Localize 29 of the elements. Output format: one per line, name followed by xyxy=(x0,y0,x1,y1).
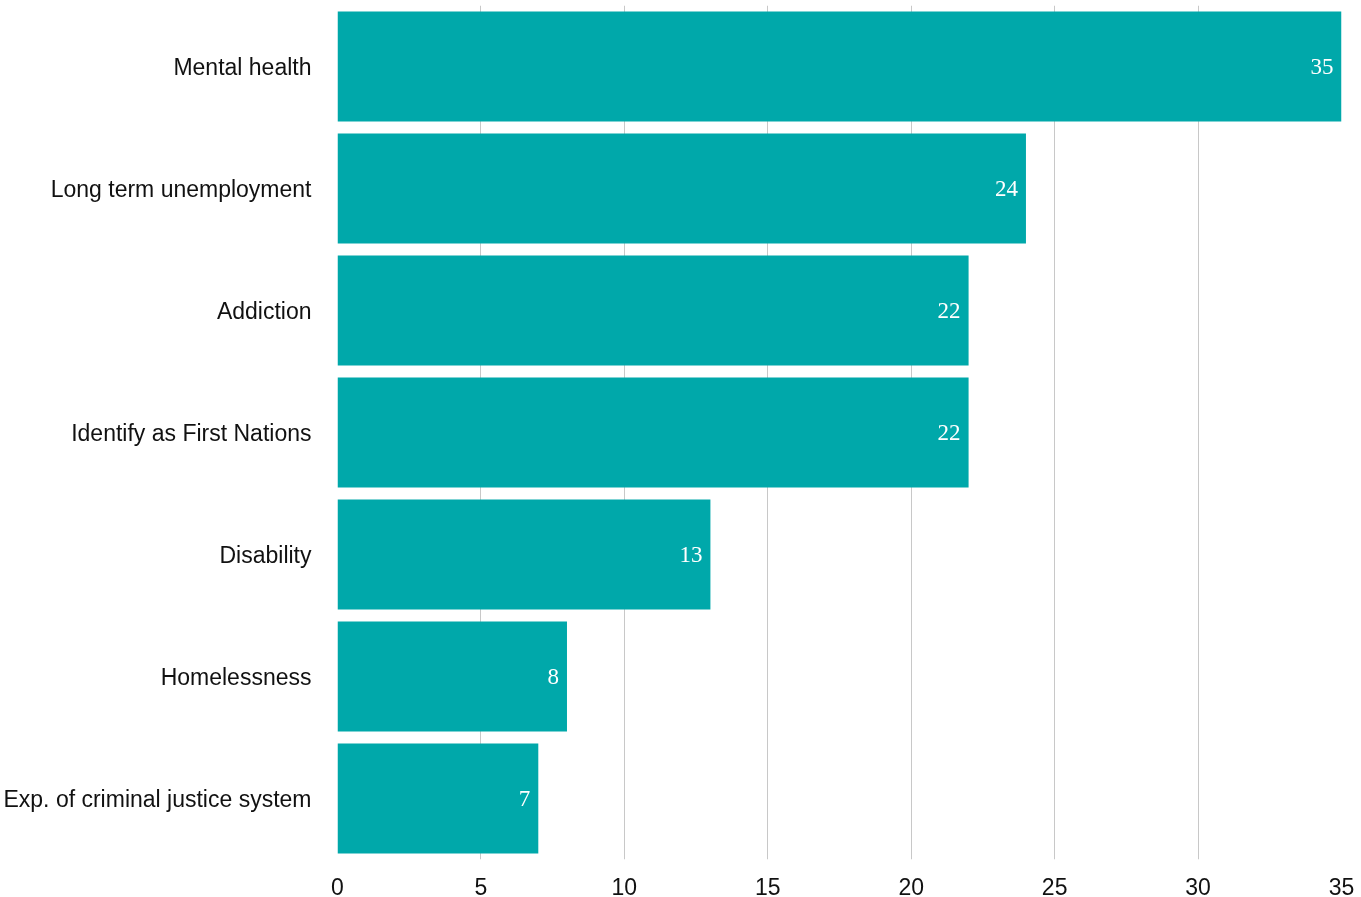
x-tick-label: 10 xyxy=(611,873,638,897)
y-tick-label: Mental health xyxy=(173,53,312,80)
data-label: 35 xyxy=(1310,54,1334,79)
x-tick-label: 15 xyxy=(754,873,781,897)
y-tick-label: Disability xyxy=(219,541,312,568)
data-label: 7 xyxy=(518,786,531,811)
bar xyxy=(337,255,969,366)
bar xyxy=(337,499,711,610)
x-tick-label: 25 xyxy=(1041,873,1068,897)
data-label: 8 xyxy=(547,664,559,689)
data-label: 13 xyxy=(679,542,703,567)
bar xyxy=(337,133,1026,244)
bar xyxy=(337,743,539,854)
x-tick-label: 5 xyxy=(474,873,488,897)
y-tick-label: Homelessness xyxy=(160,663,312,690)
data-label: 24 xyxy=(994,176,1019,201)
data-label: 22 xyxy=(937,298,961,323)
y-tick-label: Exp. of criminal justice system xyxy=(3,785,312,812)
y-tick-label: Identify as First Nations xyxy=(71,419,312,446)
x-tick-label: 35 xyxy=(1328,873,1355,897)
y-tick-label: Addiction xyxy=(216,297,312,324)
x-tick-label: 20 xyxy=(898,873,925,897)
data-label: 22 xyxy=(937,420,961,445)
bar xyxy=(337,11,1342,122)
y-tick-label: Long term unemployment xyxy=(50,175,313,202)
bar xyxy=(337,377,969,488)
x-tick-label: 30 xyxy=(1185,873,1211,897)
bar xyxy=(337,621,567,732)
x-tick-label: 0 xyxy=(331,873,344,897)
